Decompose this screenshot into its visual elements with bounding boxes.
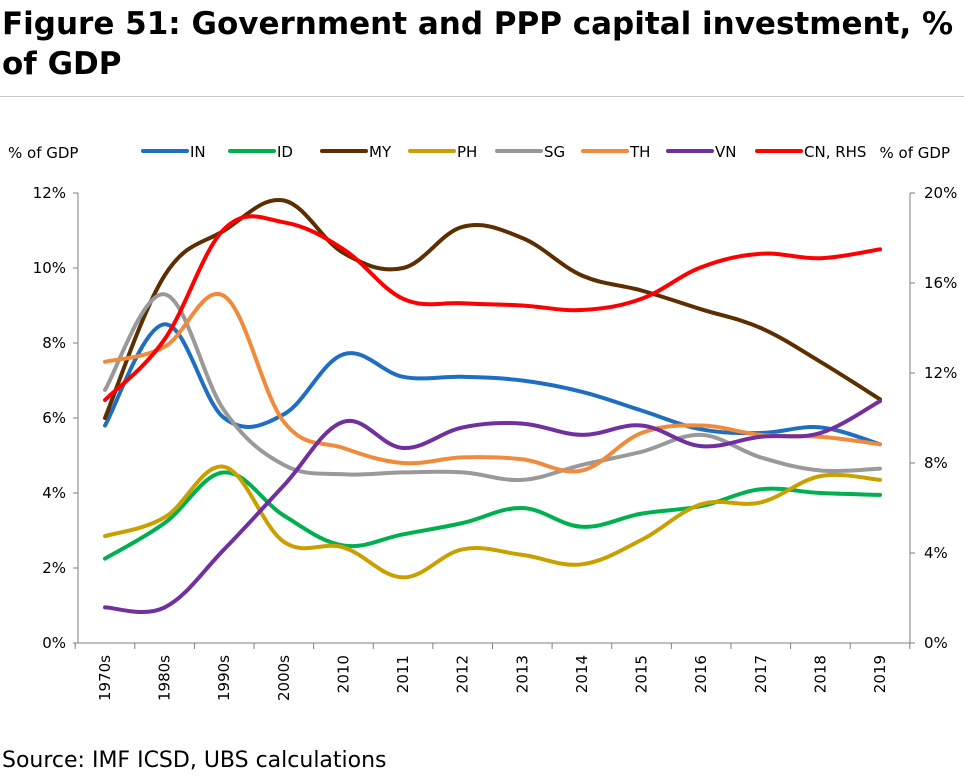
right-tick-label: 16% bbox=[924, 274, 957, 292]
legend-label: VN bbox=[715, 143, 736, 161]
legend-item-th: TH bbox=[581, 143, 650, 161]
x-tick-label: 2010 bbox=[334, 655, 352, 693]
x-tick-label: 2011 bbox=[394, 655, 412, 693]
x-tick-label: 2018 bbox=[811, 655, 829, 693]
left-tick-label: 2% bbox=[42, 559, 66, 577]
right-tick-label: 8% bbox=[924, 454, 948, 472]
series-line-cn-rhs bbox=[103, 214, 882, 402]
left-tick-label: 6% bbox=[42, 409, 66, 427]
right-axis-label: % of GDP bbox=[880, 144, 950, 162]
x-tick-label: 1970s bbox=[96, 655, 114, 701]
legend-label: MY bbox=[369, 143, 392, 161]
right-tick-label: 20% bbox=[924, 184, 957, 202]
x-tick-label: 2015 bbox=[633, 655, 651, 693]
legend-label: TH bbox=[629, 143, 650, 161]
right-tick-label: 12% bbox=[924, 364, 957, 382]
legend-item-ph: PH bbox=[408, 143, 477, 161]
legend-item-id: ID bbox=[228, 143, 293, 161]
x-tick-label: 1980s bbox=[156, 655, 174, 701]
legend-item-vn: VN bbox=[666, 143, 736, 161]
legend-item-in: IN bbox=[141, 143, 206, 161]
x-tick-label: 2017 bbox=[752, 655, 770, 693]
left-tick-label: 8% bbox=[42, 334, 66, 352]
legend-label: SG bbox=[544, 143, 565, 161]
left-tick-label: 12% bbox=[33, 184, 66, 202]
x-tick-label: 2013 bbox=[513, 655, 531, 693]
left-axis-label: % of GDP bbox=[8, 144, 78, 162]
legend-label: IN bbox=[190, 143, 206, 161]
source-note: Source: IMF ICSD, UBS calculations bbox=[2, 748, 387, 773]
x-tick-label: 2000s bbox=[275, 655, 293, 701]
left-tick-label: 10% bbox=[33, 259, 66, 277]
title-divider bbox=[0, 96, 964, 97]
left-tick-label: 0% bbox=[42, 634, 66, 652]
series-line-my bbox=[103, 198, 882, 420]
left-tick-label: 4% bbox=[42, 484, 66, 502]
series-line-in bbox=[103, 322, 882, 447]
series-line-vn bbox=[103, 399, 882, 614]
series-line-id bbox=[103, 470, 882, 561]
x-tick-label: 2019 bbox=[871, 655, 889, 693]
series-line-ph bbox=[103, 464, 882, 580]
legend-item-sg: SG bbox=[495, 143, 565, 161]
legend-label: ID bbox=[277, 143, 293, 161]
x-tick-label: 1990s bbox=[215, 655, 233, 701]
x-tick-label: 2012 bbox=[454, 655, 472, 693]
legend-item-cn-rhs: CN, RHS bbox=[755, 143, 866, 161]
series-line-th bbox=[103, 291, 882, 474]
x-tick-label: 2016 bbox=[692, 655, 710, 693]
legend-item-my: MY bbox=[320, 143, 392, 161]
chart-title: Figure 51: Government and PPP capital in… bbox=[2, 6, 954, 82]
legend-label: CN, RHS bbox=[804, 143, 866, 161]
series-line-sg bbox=[103, 292, 882, 483]
x-tick-label: 2014 bbox=[573, 655, 591, 693]
line-chart: 0% 2% 4% 6% 8% 10% 12% 0% 4% 8% 12% 16% 20% 1970s 1980… bbox=[8, 143, 957, 701]
right-tick-label: 0% bbox=[924, 634, 948, 652]
right-tick-label: 4% bbox=[924, 544, 948, 562]
legend-label: PH bbox=[457, 143, 477, 161]
